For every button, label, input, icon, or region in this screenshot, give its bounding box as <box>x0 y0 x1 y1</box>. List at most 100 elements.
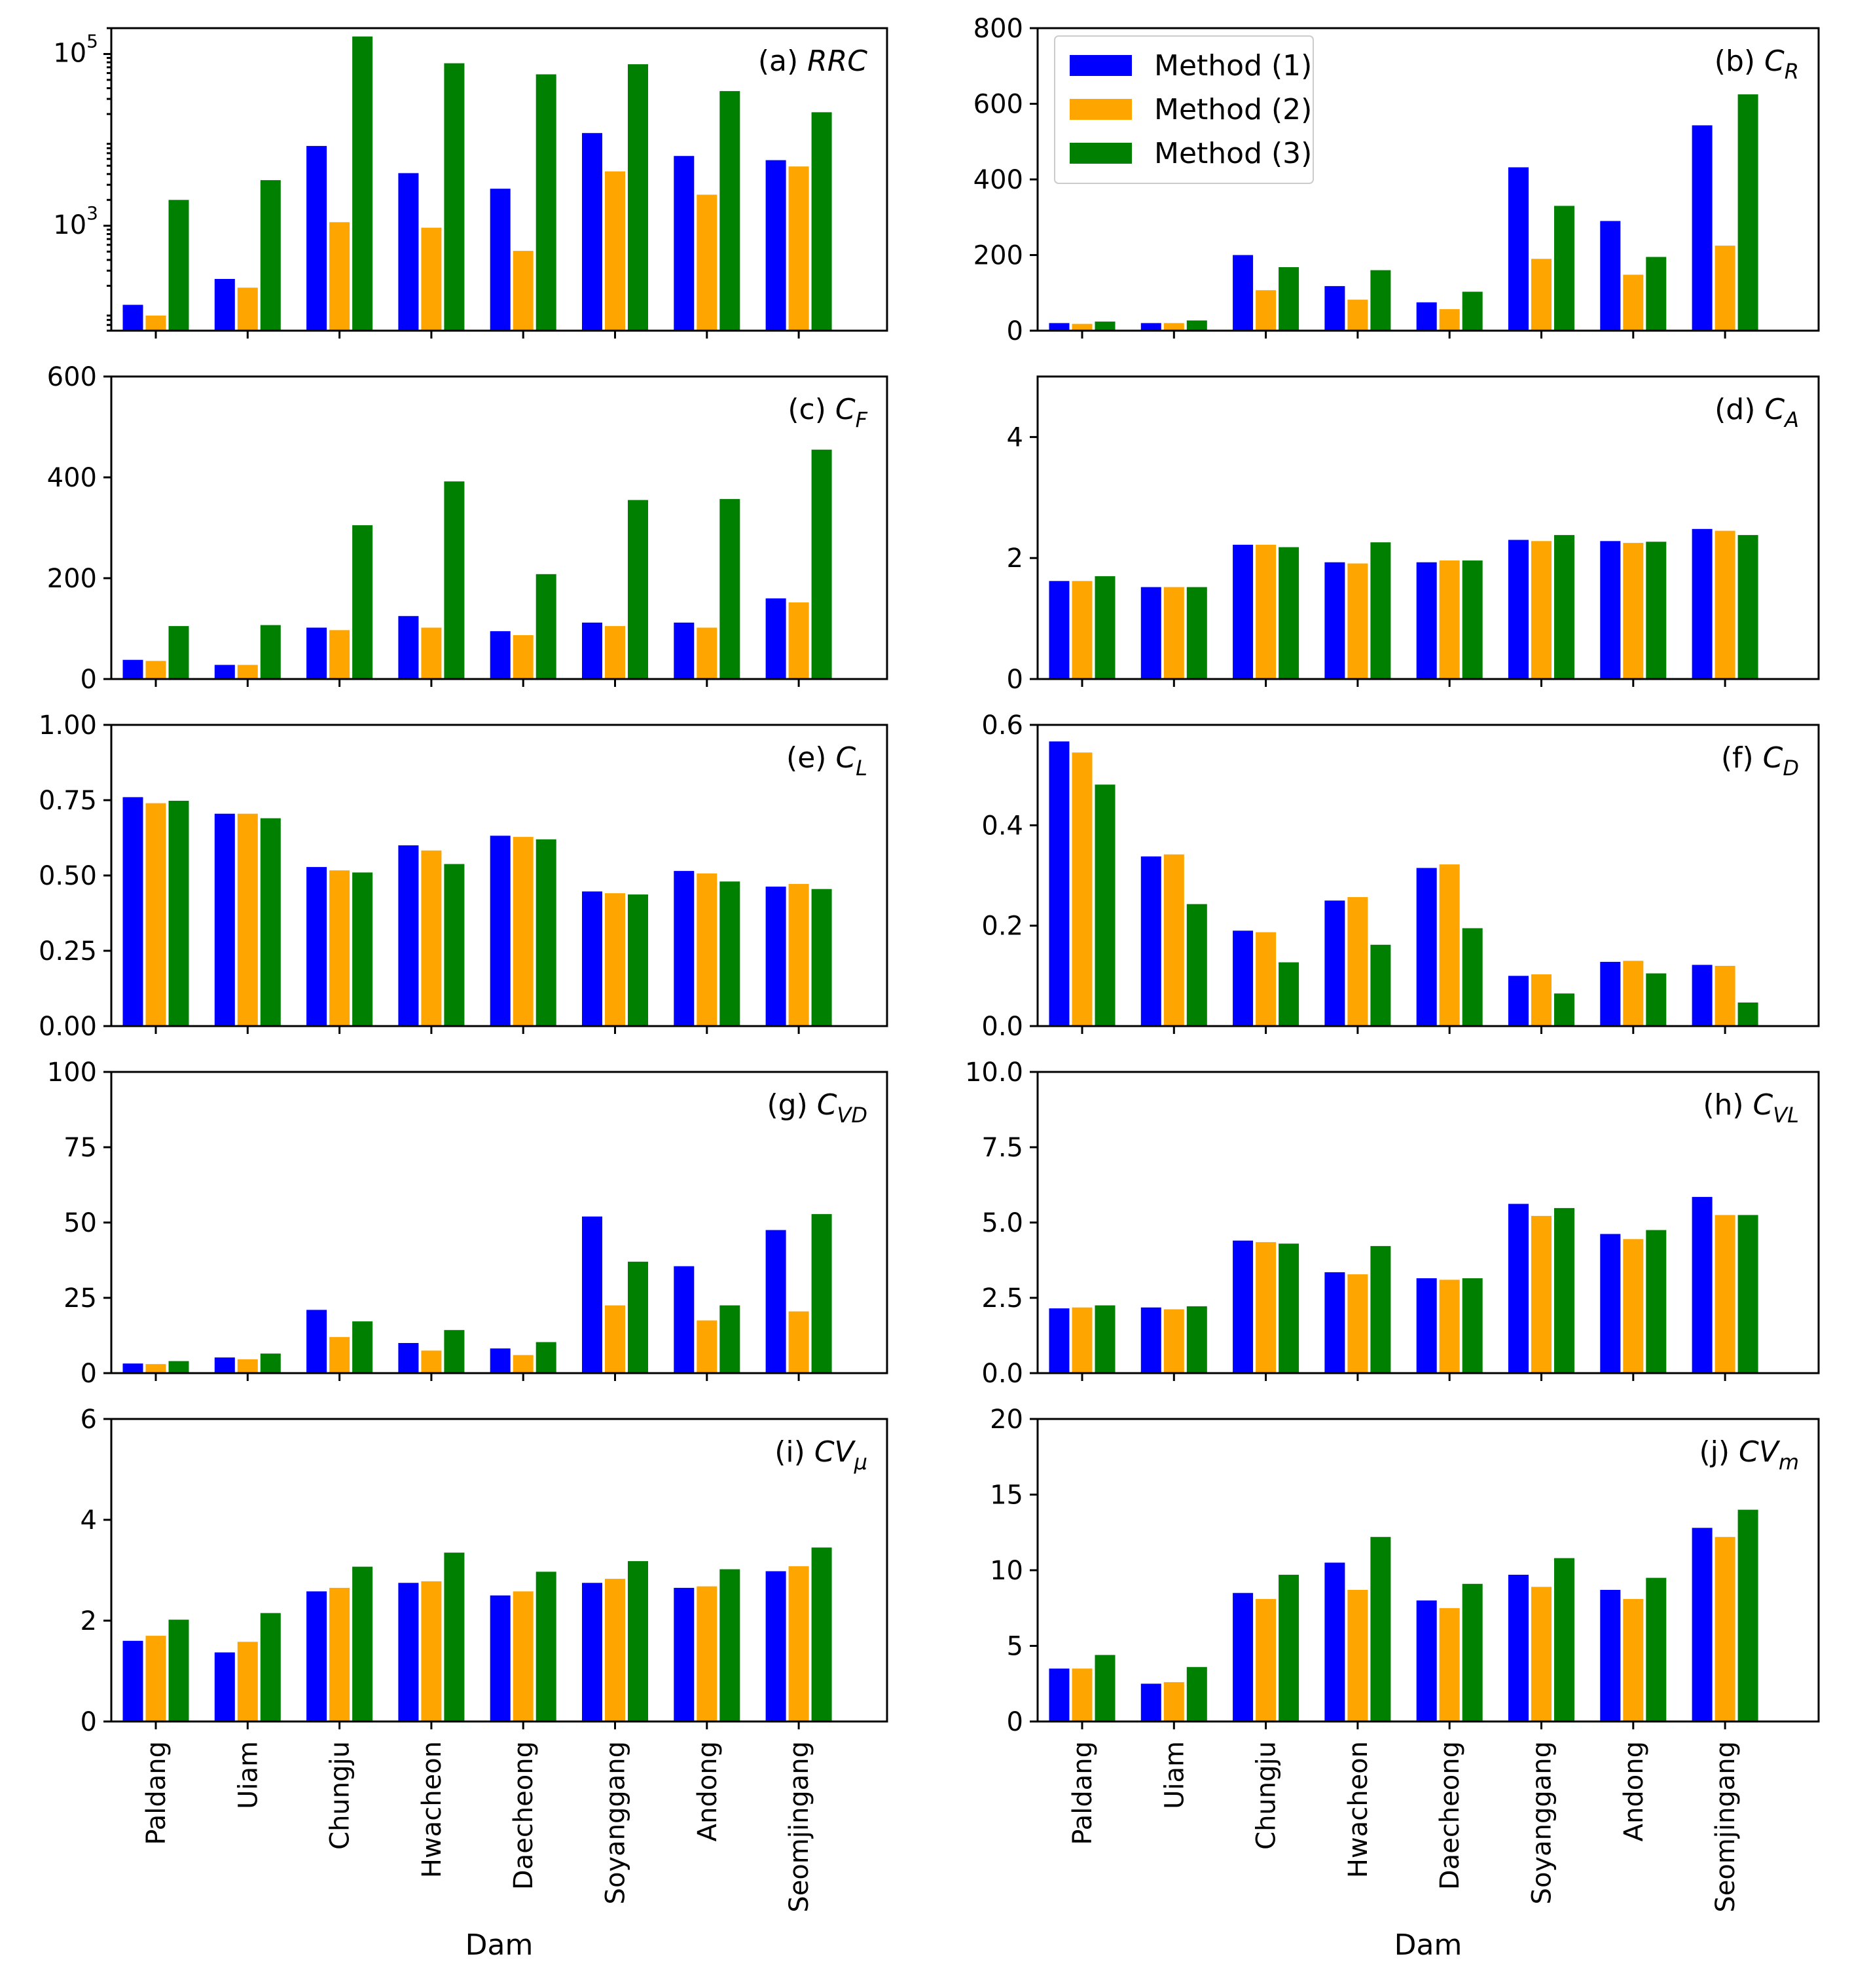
bar-h-soyanggang-m1 <box>1508 1204 1529 1373</box>
axes-frame-d <box>1036 375 1820 680</box>
bar-h-daecheong-m3 <box>1462 1278 1483 1373</box>
bar-d-andong-m3 <box>1646 542 1667 679</box>
bar-c-chungju-m2 <box>329 630 350 679</box>
bar-b-daecheong-m1 <box>1416 302 1437 331</box>
bar-d-uiam-m3 <box>1186 587 1207 679</box>
bar-d-paldang-m2 <box>1072 581 1093 679</box>
bar-d-paldang-m1 <box>1049 581 1070 679</box>
bar-j-daecheong-m3 <box>1462 1583 1483 1721</box>
bar-g-andong-m3 <box>719 1305 740 1373</box>
bar-e-soyanggang-m3 <box>628 894 648 1026</box>
bar-f-andong-m1 <box>1600 961 1621 1026</box>
x-category-label-soyanggang: Soyanggang <box>601 1741 631 1904</box>
bar-c-soyanggang-m2 <box>605 626 625 679</box>
y-tick-label-e: 0.25 <box>39 936 97 966</box>
bar-c-chungju-m1 <box>306 627 327 679</box>
bar-i-chungju-m2 <box>329 1587 350 1721</box>
bar-g-paldang-m3 <box>168 1361 189 1373</box>
bar-a-hwacheon-m3 <box>444 63 465 331</box>
bar-g-daecheong-m2 <box>513 1355 534 1373</box>
bar-b-seomjingang-m1 <box>1692 125 1713 331</box>
y-tick-label-e: 0.00 <box>39 1012 97 1042</box>
y-tick-label-g: 100 <box>47 1058 97 1088</box>
bar-f-chungju-m2 <box>1256 932 1277 1026</box>
panel-prefix: (g) <box>767 1088 816 1122</box>
bar-e-seomjingang-m2 <box>788 883 809 1026</box>
bar-c-uiam-m2 <box>237 665 258 679</box>
bar-e-seomjingang-m1 <box>765 887 786 1026</box>
bar-j-soyanggang-m3 <box>1554 1558 1574 1721</box>
bar-d-hwacheon-m2 <box>1347 563 1368 679</box>
bar-d-andong-m1 <box>1600 541 1621 679</box>
bar-g-seomjingang-m2 <box>788 1311 809 1373</box>
bar-j-andong-m1 <box>1600 1590 1621 1721</box>
panel-metric-sub: D <box>1783 756 1799 781</box>
panel-prefix: (h) <box>1703 1088 1752 1122</box>
panel-prefix: (j) <box>1699 1435 1739 1469</box>
bar-b-chungju-m2 <box>1256 290 1277 331</box>
bar-e-paldang-m3 <box>168 800 189 1026</box>
bar-g-paldang-m1 <box>122 1363 143 1373</box>
bar-a-seomjingang-m1 <box>765 160 786 331</box>
bar-j-andong-m2 <box>1623 1598 1644 1721</box>
bar-c-andong-m3 <box>719 499 740 679</box>
y-tick-label-j: 20 <box>990 1405 1023 1435</box>
bar-g-soyanggang-m1 <box>582 1216 602 1373</box>
bar-c-soyanggang-m3 <box>628 500 648 679</box>
bar-b-hwacheon-m3 <box>1370 270 1391 331</box>
bar-i-andong-m3 <box>719 1569 740 1721</box>
bar-a-andong-m2 <box>697 194 717 331</box>
x-category-label-uiam: Uiam <box>1159 1741 1189 1809</box>
panel-label-c: (c) CF <box>788 393 867 432</box>
bar-g-hwacheon-m2 <box>421 1350 442 1373</box>
y-tick-label-j: 10 <box>990 1556 1023 1586</box>
bar-a-seomjingang-m2 <box>788 166 809 331</box>
bar-d-seomjingang-m1 <box>1692 528 1713 679</box>
bar-d-seomjingang-m2 <box>1715 530 1735 679</box>
bar-b-uiam-m3 <box>1186 320 1207 331</box>
bar-g-chungju-m2 <box>329 1336 350 1373</box>
y-tick-base: 10 <box>53 38 86 68</box>
bar-j-seomjingang-m1 <box>1692 1528 1713 1721</box>
bar-f-paldang-m1 <box>1049 741 1070 1026</box>
panel-metric: C <box>835 741 856 775</box>
bar-b-daecheong-m3 <box>1462 291 1483 331</box>
bar-h-andong-m2 <box>1623 1239 1644 1373</box>
bar-f-daecheong-m3 <box>1462 928 1483 1026</box>
bar-h-andong-m1 <box>1600 1234 1621 1373</box>
bar-b-paldang-m1 <box>1049 323 1070 331</box>
bar-j-seomjingang-m2 <box>1715 1537 1735 1721</box>
bar-e-chungju-m3 <box>352 872 373 1026</box>
panel-label-a: (a) RRC <box>758 45 867 78</box>
bar-g-chungju-m1 <box>306 1310 327 1373</box>
x-category-label-soyanggang: Soyanggang <box>1527 1741 1557 1904</box>
bar-c-soyanggang-m1 <box>582 622 602 679</box>
x-category-label-chungju: Chungju <box>325 1741 355 1850</box>
bar-e-paldang-m2 <box>145 803 166 1026</box>
bar-f-seomjingang-m3 <box>1737 1003 1758 1026</box>
bar-a-paldang-m1 <box>122 304 143 331</box>
bar-d-paldang-m3 <box>1095 576 1116 679</box>
bar-c-hwacheon-m3 <box>444 481 465 679</box>
bar-f-soyanggang-m2 <box>1531 974 1552 1026</box>
panel-prefix: (e) <box>786 741 835 775</box>
bar-d-seomjingang-m3 <box>1737 535 1758 679</box>
y-tick-label-e: 0.50 <box>39 861 97 891</box>
bar-i-hwacheon-m3 <box>444 1553 465 1721</box>
bar-a-chungju-m1 <box>306 145 327 331</box>
bar-b-soyanggang-m3 <box>1554 206 1574 331</box>
bar-f-chungju-m3 <box>1279 962 1299 1026</box>
bar-i-paldang-m1 <box>122 1640 143 1721</box>
bar-j-soyanggang-m2 <box>1531 1587 1552 1721</box>
bar-a-uiam-m2 <box>237 287 258 331</box>
bar-h-hwacheon-m3 <box>1370 1245 1391 1373</box>
bar-a-daecheong-m2 <box>513 251 534 331</box>
bar-a-andong-m3 <box>719 91 740 331</box>
x-category-label-uiam: Uiam <box>233 1741 263 1809</box>
bar-j-paldang-m3 <box>1095 1655 1116 1721</box>
bar-h-chungju-m1 <box>1233 1240 1254 1373</box>
y-tick-label-i: 6 <box>81 1405 97 1435</box>
y-tick-label-f: 0.2 <box>981 911 1023 942</box>
panel-metric: RRC <box>807 45 867 78</box>
bar-c-daecheong-m3 <box>536 574 556 679</box>
